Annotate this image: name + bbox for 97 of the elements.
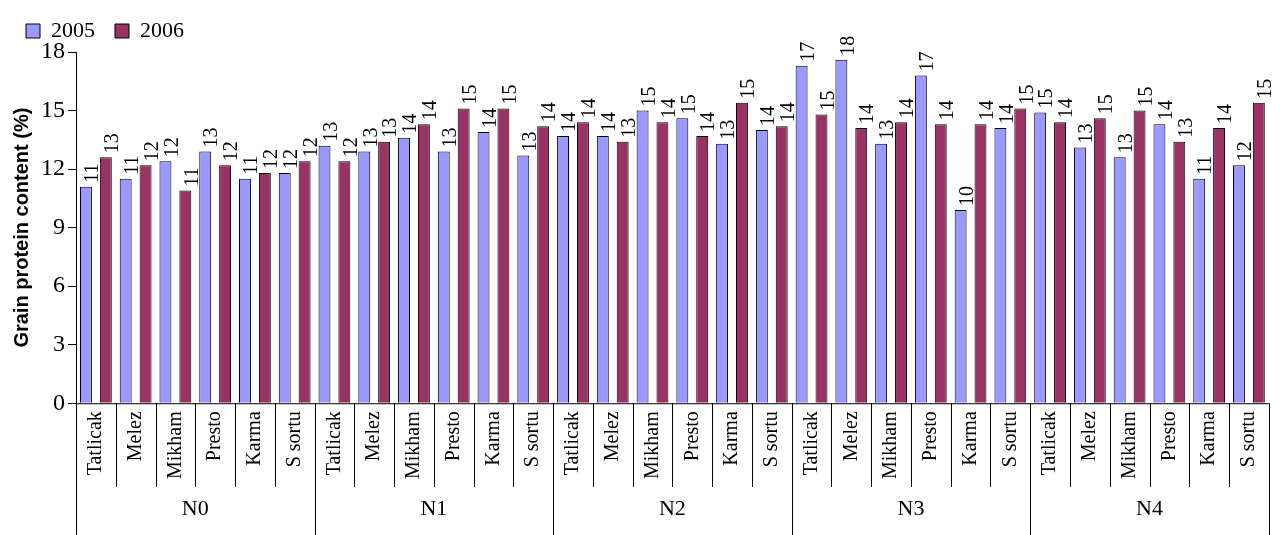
data-label: 11 <box>239 155 262 175</box>
data-label: 12 <box>159 137 182 158</box>
data-label: 14 <box>537 102 560 123</box>
data-label: 12 <box>219 141 242 162</box>
data-label: 15 <box>1014 84 1037 105</box>
data-label: 13 <box>358 127 381 148</box>
y-tick-label: 0 <box>53 388 65 415</box>
data-label: 15 <box>736 78 759 99</box>
data-label: 17 <box>795 41 818 62</box>
data-label: 15 <box>815 90 838 111</box>
text: N2 <box>658 494 686 520</box>
x-tick-label: S sortu <box>520 411 543 468</box>
x-tick-label: S sortu <box>1236 411 1259 468</box>
data-label: 13 <box>517 131 540 152</box>
text: N0 <box>181 494 209 520</box>
data-label: 15 <box>457 84 480 105</box>
data-label: 13 <box>1074 123 1097 144</box>
x-tick-label: Karma <box>480 411 503 466</box>
data-label: 14 <box>1213 104 1236 125</box>
data-label: 13 <box>1173 117 1196 138</box>
data-label: 14 <box>656 98 679 119</box>
data-label: 15 <box>1253 78 1276 99</box>
y-axis-title: Grain protein content (%) <box>9 107 32 348</box>
x-tick-label: Mikham <box>1116 410 1139 480</box>
data-label: 18 <box>835 35 858 56</box>
text: N3 <box>897 494 925 520</box>
data-label: 13 <box>199 127 222 148</box>
data-label: 17 <box>915 51 938 72</box>
x-tick-label: Mikham <box>401 410 424 480</box>
x-tick-label: Tatlicak <box>321 411 344 476</box>
data-label: 13 <box>100 133 123 154</box>
data-label: 15 <box>1094 94 1117 115</box>
data-label: 14 <box>974 100 997 121</box>
x-tick-label: Mikham <box>878 410 901 480</box>
data-label: 14 <box>855 104 878 125</box>
data-label: 15 <box>676 94 699 115</box>
data-label: 14 <box>935 100 958 121</box>
x-tick-label: Karma <box>719 411 742 466</box>
x-tick-label: Karma <box>242 411 265 466</box>
data-label: 13 <box>438 127 461 148</box>
x-tick-label: S sortu <box>281 411 304 468</box>
data-label: 14 <box>398 113 421 134</box>
x-tick-label: Karma <box>1196 411 1219 466</box>
data-label: 10 <box>954 186 977 207</box>
y-tick-label: 12 <box>41 154 65 181</box>
x-tick-label: Presto <box>202 411 225 462</box>
data-label: 13 <box>378 117 401 138</box>
data-label: 14 <box>1054 98 1077 119</box>
data-label: 14 <box>994 104 1017 125</box>
x-tick-label: Presto <box>440 411 463 462</box>
x-tick-label: Melez <box>838 411 861 462</box>
y-tick-label: 3 <box>53 329 65 356</box>
x-tick-label: Presto <box>679 411 702 462</box>
data-label: 13 <box>318 121 341 142</box>
data-label: 12 <box>139 141 162 162</box>
data-label: 12 <box>338 137 361 158</box>
data-label: 14 <box>418 100 441 121</box>
x-tick-label: Melez <box>122 411 145 462</box>
x-tick-label: Presto <box>918 411 941 462</box>
data-label: 11 <box>179 167 202 187</box>
y-tick-label: 9 <box>53 212 65 239</box>
data-label: 14 <box>577 98 600 119</box>
x-tick-label: S sortu <box>759 411 782 468</box>
x-tick-label: Tatlicak <box>560 411 583 476</box>
y-tick-label: 15 <box>41 95 65 122</box>
data-label: 13 <box>1113 133 1136 154</box>
x-tick-label: Mikham <box>639 410 662 480</box>
y-tick-label: 6 <box>53 271 65 298</box>
x-tick-label: S sortu <box>997 411 1020 468</box>
text: N4 <box>1136 494 1163 520</box>
data-label: 14 <box>1153 100 1176 121</box>
data-label: 13 <box>716 119 739 140</box>
x-tick-label: Presto <box>1156 411 1179 462</box>
data-label: 15 <box>497 84 520 105</box>
text: N1 <box>420 494 448 520</box>
x-tick-label: Karma <box>957 411 980 466</box>
data-label: 11 <box>80 163 103 183</box>
data-label: 15 <box>1133 86 1156 107</box>
data-label: 14 <box>557 111 580 132</box>
data-label: 14 <box>895 98 918 119</box>
x-tick-label: Mikham <box>162 410 185 480</box>
legend-label: 2006 <box>140 16 184 42</box>
x-tick-label: Melez <box>600 411 622 462</box>
x-tick-label: Melez <box>1077 411 1100 462</box>
data-label: 12 <box>298 137 321 158</box>
data-label: 11 <box>1193 155 1216 175</box>
data-label: 14 <box>696 111 719 132</box>
data-label: 14 <box>477 108 500 128</box>
x-tick-label: Tatlicak <box>83 411 106 476</box>
x-tick-label: Melez <box>361 411 384 462</box>
data-label: 15 <box>636 86 659 107</box>
data-label: 13 <box>875 119 898 140</box>
data-label: 15 <box>1034 88 1057 109</box>
data-label: 11 <box>119 155 142 175</box>
x-tick-label: Tatlicak <box>798 411 821 476</box>
x-tick-label: Tatlicak <box>1037 411 1060 476</box>
data-label: 12 <box>1233 141 1256 162</box>
